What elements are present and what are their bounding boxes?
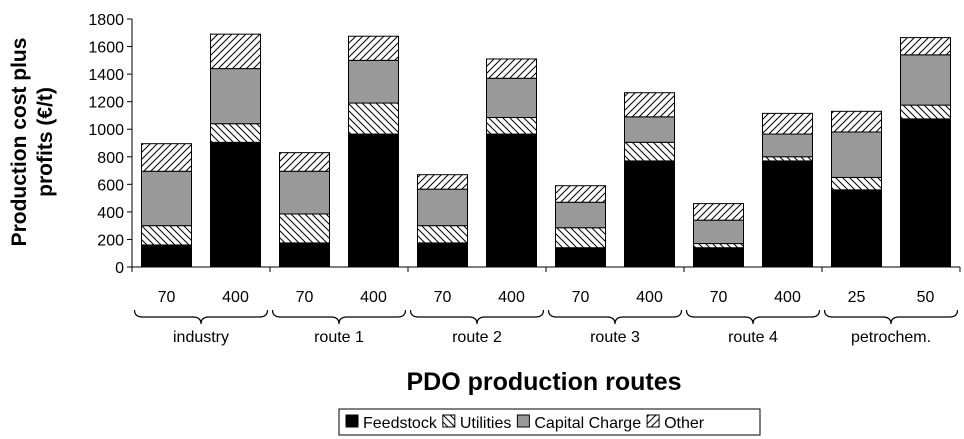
bar-segment-feedstock (900, 118, 951, 268)
bar-segment-capital-charge (624, 116, 675, 143)
bar-segment-capital-charge (486, 77, 537, 119)
bar-segment-utilities (831, 176, 882, 191)
group-brace (409, 309, 545, 325)
bar-segment-feedstock (624, 160, 675, 268)
bar-segment-capital-charge (348, 59, 399, 104)
bar-segment-capital-charge (279, 170, 330, 215)
bar-segment-feedstock (486, 133, 537, 268)
y-axis: 0 200 400 600 800 1000 1200 1400 1600 1800 (88, 12, 133, 277)
y-tick-label: 200 (97, 232, 124, 249)
x-tick-label: 50 (917, 289, 935, 306)
bar-segment-feedstock (210, 141, 261, 268)
bar-segment-feedstock (141, 244, 192, 268)
y-tick-label: 800 (97, 150, 124, 167)
y-tick-label: 1800 (88, 12, 124, 29)
legend: Feedstock Utilities Capital Charge Other (338, 408, 761, 436)
x-tick-label: 70 (434, 289, 452, 306)
bar-segment-capital-charge (417, 188, 468, 227)
x-tick-label: 70 (296, 289, 314, 306)
y-tick-label: 1400 (88, 67, 124, 84)
bar-segment-capital-charge (141, 170, 192, 227)
bar-segment-feedstock (831, 189, 882, 268)
bar-segment-other (831, 110, 882, 133)
x-tick-label: 400 (360, 289, 387, 306)
legend-swatch (516, 414, 530, 428)
group-label: petrochem. (851, 329, 931, 346)
x-axis-title: PDO production routes (407, 368, 682, 396)
x-tick-label: 70 (158, 289, 176, 306)
y-tick-label: 600 (97, 177, 124, 194)
y-axis-title-line-1: Production cost plus (8, 38, 31, 247)
bar-segment-other (210, 33, 261, 70)
bar-segment-other (348, 35, 399, 61)
bar-segment-utilities (762, 156, 813, 162)
legend-entry: Utilities (460, 415, 512, 432)
group-brace (133, 309, 269, 325)
bar-segment-capital-charge (210, 68, 261, 125)
legend-entry: Feedstock (363, 415, 438, 432)
group-label: route 4 (728, 329, 778, 346)
y-tick-label: 0 (115, 260, 124, 277)
group-brace (685, 309, 821, 325)
bar-segment-other (900, 37, 951, 56)
bar-segment-feedstock (279, 242, 330, 268)
bar-segment-feedstock (762, 160, 813, 268)
legend-entry: Other (664, 415, 705, 432)
bar-segment-other (141, 143, 192, 172)
bar-segment-capital-charge (555, 201, 606, 229)
x-tick-label: 70 (572, 289, 590, 306)
bar-segment-utilities (141, 225, 192, 246)
bar-segment-other (693, 203, 744, 221)
bar-segment-capital-charge (693, 219, 744, 245)
bar-segment-feedstock (417, 242, 468, 268)
bar-segment-feedstock (348, 133, 399, 268)
x-tick-label: 400 (222, 289, 249, 306)
bar-segment-other (486, 58, 537, 79)
x-tick-label: 400 (498, 289, 525, 306)
legend-swatch (442, 414, 456, 428)
bar-segment-feedstock (693, 247, 744, 268)
bar-segment-capital-charge (831, 131, 882, 178)
legend-box (338, 408, 761, 436)
y-tick-label: 1000 (88, 122, 124, 139)
bar-segment-utilities (348, 102, 399, 135)
bar-segment-other (417, 174, 468, 190)
group-label: industry (173, 329, 229, 346)
bar-segment-other (279, 152, 330, 172)
bar-segment-utilities (624, 141, 675, 162)
y-tick-label: 1200 (88, 95, 124, 112)
bar-segment-utilities (900, 104, 951, 120)
x-tick-label: 400 (636, 289, 663, 306)
bar-segment-utilities (693, 243, 744, 249)
bar-segment-feedstock (555, 247, 606, 268)
x-tick-label: 70 (710, 289, 728, 306)
x-axis: 70 400 70 400 70 400 70 400 70 400 25 50 industry rou… (131, 266, 961, 346)
bar-segment-utilities (210, 123, 261, 143)
group-label: route 2 (452, 329, 502, 346)
bar-segment-other (624, 92, 675, 118)
group-label: route 3 (590, 329, 640, 346)
group-brace (823, 309, 959, 325)
bar-segment-utilities (555, 227, 606, 249)
group-label: route 1 (314, 329, 364, 346)
bar-segment-utilities (417, 225, 468, 244)
bars (141, 33, 951, 268)
bar-segment-capital-charge (762, 133, 813, 158)
y-tick-label: 400 (97, 205, 124, 222)
bar-segment-utilities (279, 213, 330, 244)
x-tick-label: 400 (774, 289, 801, 306)
legend-swatch (646, 414, 660, 428)
legend-swatch (345, 414, 359, 428)
x-tick-label: 25 (848, 289, 866, 306)
group-brace (271, 309, 407, 325)
bar-segment-utilities (486, 117, 537, 135)
y-axis-title-line-2: profits (€/t) (34, 87, 57, 197)
bar-segment-other (555, 185, 606, 203)
legend-entry: Capital Charge (534, 415, 641, 432)
y-tick-label: 1600 (88, 40, 124, 57)
bar-segment-other (762, 112, 813, 135)
bar-segment-capital-charge (900, 54, 951, 106)
group-brace (547, 309, 683, 325)
